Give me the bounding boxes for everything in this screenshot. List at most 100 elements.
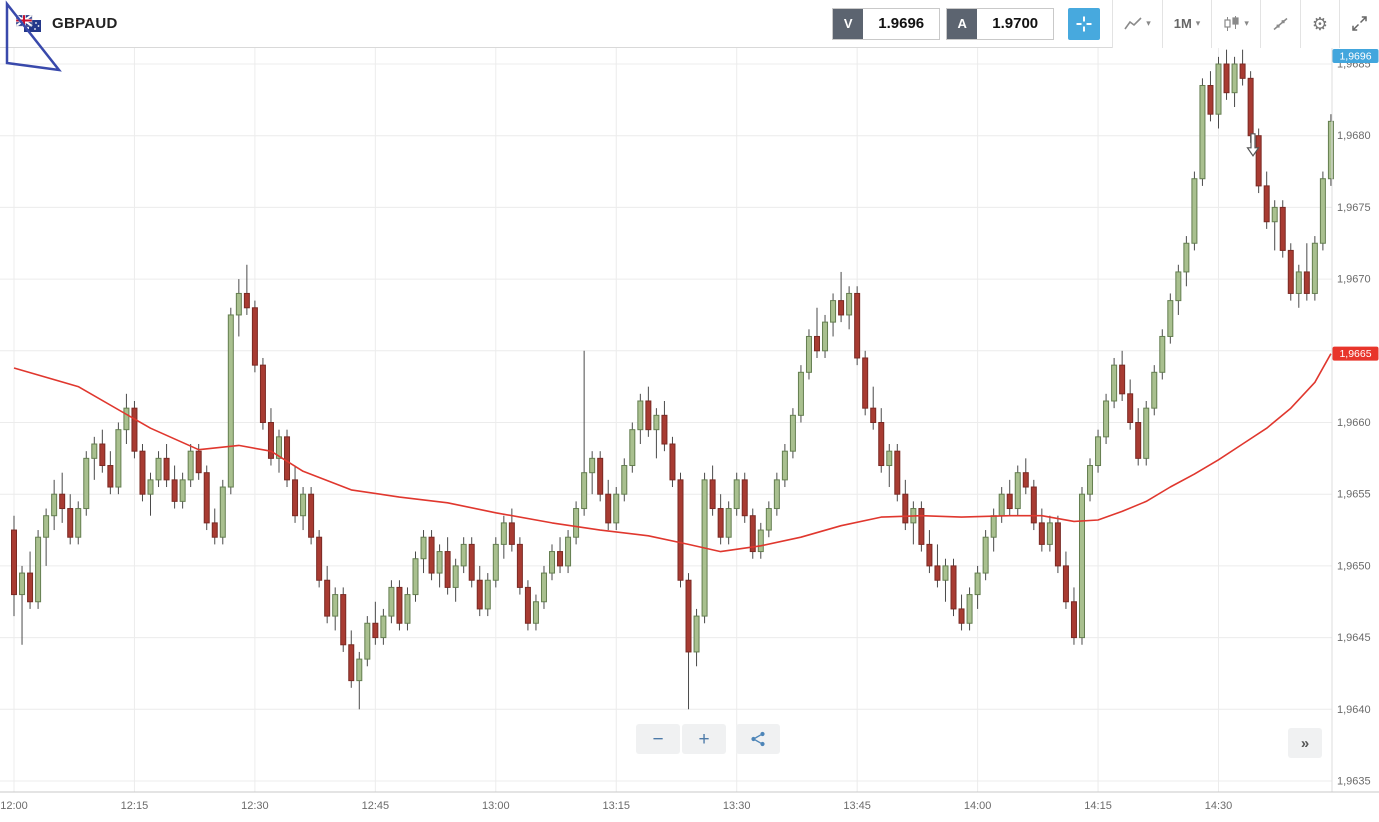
candle bbox=[1207, 71, 1214, 122]
candle bbox=[364, 616, 371, 667]
zoom-controls: − + bbox=[636, 724, 780, 754]
candle bbox=[741, 472, 748, 523]
x-axis-label: 14:15 bbox=[1084, 800, 1112, 812]
candle bbox=[886, 444, 893, 488]
candle bbox=[870, 386, 877, 430]
candle bbox=[918, 501, 925, 552]
crosshair-button[interactable] bbox=[1068, 7, 1101, 40]
zoom-out-button[interactable]: − bbox=[636, 724, 680, 754]
candle bbox=[1030, 479, 1037, 531]
toolbar-divider bbox=[1112, 0, 1114, 48]
chart-type-button[interactable]: ▾ bbox=[1113, 0, 1162, 48]
candle bbox=[773, 472, 780, 516]
y-axis-label: 1,9660 bbox=[1337, 417, 1371, 429]
candle-style-button[interactable]: ▾ bbox=[1212, 0, 1260, 48]
candle bbox=[420, 530, 427, 574]
candle bbox=[123, 393, 130, 445]
candle bbox=[468, 537, 475, 588]
candle bbox=[284, 429, 291, 488]
candle bbox=[862, 350, 869, 416]
toolbar-divider bbox=[1161, 0, 1163, 48]
candle bbox=[765, 501, 772, 538]
settings-button[interactable]: ⚙ bbox=[1300, 0, 1339, 48]
candle bbox=[629, 422, 636, 473]
candle bbox=[950, 558, 957, 617]
candle bbox=[685, 573, 692, 710]
symbol-title: GBPAUD bbox=[52, 15, 118, 32]
candle bbox=[139, 444, 146, 502]
candle bbox=[581, 350, 588, 516]
candle bbox=[797, 365, 804, 423]
timeframe-button[interactable]: 1M ▾ bbox=[1162, 0, 1212, 48]
candle bbox=[67, 494, 74, 545]
candle bbox=[1271, 200, 1278, 251]
candle bbox=[147, 472, 154, 516]
candle bbox=[1143, 400, 1150, 466]
x-axis-label: 12:45 bbox=[362, 800, 390, 812]
candle bbox=[725, 501, 732, 545]
x-axis-label: 12:15 bbox=[121, 800, 149, 812]
candle bbox=[484, 573, 491, 617]
candle bbox=[43, 508, 50, 566]
candle bbox=[452, 558, 459, 602]
candle bbox=[1255, 128, 1262, 194]
candle bbox=[259, 357, 266, 430]
more-panels-button[interactable]: » bbox=[1288, 728, 1322, 758]
candle bbox=[645, 386, 652, 437]
candle bbox=[1119, 350, 1126, 401]
sell-button[interactable]: V 1.9696 bbox=[832, 7, 941, 40]
candle bbox=[709, 465, 716, 516]
gear-icon: ⚙ bbox=[1311, 13, 1328, 34]
candle bbox=[107, 451, 114, 495]
x-axis-label: 13:30 bbox=[723, 800, 751, 812]
candle bbox=[35, 530, 42, 609]
y-axis-label: 1,9655 bbox=[1337, 489, 1371, 501]
buy-button[interactable]: A 1.9700 bbox=[946, 7, 1055, 40]
candle bbox=[115, 422, 122, 495]
candle bbox=[1319, 171, 1326, 251]
candle bbox=[436, 544, 443, 588]
candle bbox=[227, 307, 234, 495]
toolbar-divider bbox=[1259, 0, 1261, 48]
candle bbox=[846, 286, 853, 330]
candle bbox=[1070, 587, 1077, 645]
candle bbox=[251, 300, 258, 373]
resize-icon bbox=[1352, 16, 1367, 31]
candle bbox=[292, 465, 299, 523]
candle bbox=[532, 594, 539, 631]
candle bbox=[1231, 56, 1238, 108]
candle bbox=[878, 408, 885, 473]
candle bbox=[1151, 365, 1158, 416]
collapse-button[interactable] bbox=[1340, 0, 1379, 48]
candle bbox=[332, 587, 339, 631]
indicators-button[interactable] bbox=[1260, 0, 1300, 48]
candle bbox=[444, 537, 451, 595]
candle bbox=[19, 565, 26, 645]
candle bbox=[565, 530, 572, 574]
candle bbox=[894, 444, 901, 502]
x-axis-label: 13:15 bbox=[602, 800, 630, 812]
candle bbox=[1279, 200, 1286, 258]
candle bbox=[340, 587, 347, 652]
candle bbox=[1311, 236, 1318, 301]
candle bbox=[75, 501, 82, 545]
axis-lines bbox=[0, 48, 1379, 793]
zoom-in-button[interactable]: + bbox=[682, 724, 726, 754]
candle bbox=[621, 458, 628, 502]
candle bbox=[219, 479, 226, 545]
candle bbox=[902, 479, 909, 531]
candle bbox=[1295, 264, 1302, 308]
moving-average-line bbox=[13, 353, 1332, 553]
price-chart[interactable]: 1,96851,96801,96751,96701,96651,96601,96… bbox=[0, 48, 1379, 822]
candle bbox=[854, 286, 861, 366]
candle bbox=[300, 487, 307, 531]
candle bbox=[1159, 329, 1166, 380]
x-axis-label: 14:00 bbox=[964, 800, 992, 812]
candle bbox=[1095, 429, 1102, 473]
toolbar-divider bbox=[1299, 0, 1301, 48]
buy-price: 1.9700 bbox=[992, 15, 1039, 32]
share-button[interactable] bbox=[736, 724, 780, 754]
candle bbox=[1046, 515, 1053, 552]
candlestick-icon bbox=[1224, 15, 1239, 31]
candle bbox=[982, 530, 989, 581]
